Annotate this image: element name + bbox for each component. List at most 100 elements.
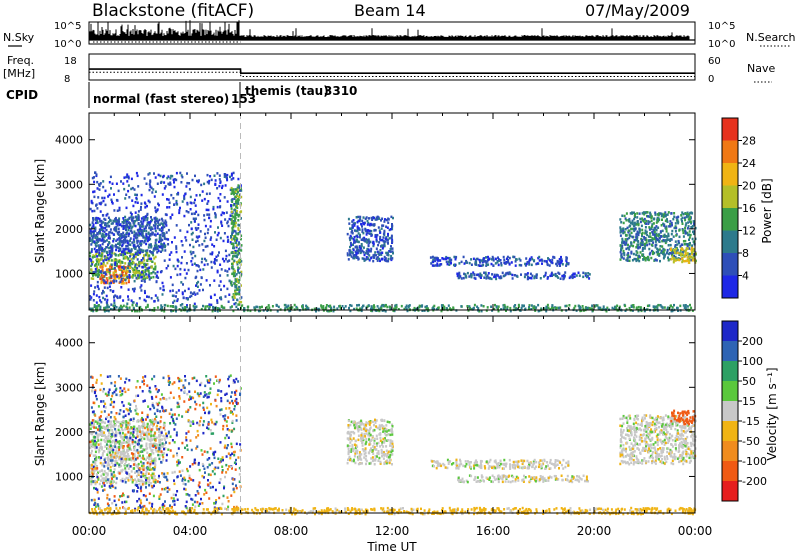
power-echo (225, 176, 228, 179)
power-echo (125, 225, 128, 229)
power-echo (643, 309, 646, 313)
velocity-echo (110, 471, 113, 474)
power-echo (642, 220, 645, 223)
power-echo (512, 255, 515, 259)
power-echo (676, 251, 679, 255)
power-echo (671, 255, 674, 258)
power-echo (221, 184, 224, 188)
power-echo (423, 309, 426, 312)
power-echo (228, 279, 231, 283)
power-echo (554, 272, 557, 276)
power-echo (104, 218, 107, 221)
velocity-echo (92, 444, 95, 447)
power-echo (208, 216, 211, 220)
power-echo (635, 259, 638, 263)
power-echo (365, 238, 368, 241)
power-echo (469, 274, 472, 277)
power-echo (147, 199, 150, 203)
power-echo (98, 254, 101, 257)
power-echo (129, 211, 132, 214)
velocity-echo (207, 473, 210, 476)
velocity-echo (132, 467, 135, 470)
power-echo (149, 221, 152, 224)
power-echo (497, 305, 500, 308)
velocity-echo (125, 476, 128, 480)
power-echo (480, 264, 483, 267)
power-echo (247, 305, 250, 308)
power-echo (571, 273, 574, 277)
velocity-echo (139, 435, 142, 438)
power-echo (131, 262, 134, 266)
power-echo (524, 264, 527, 267)
power-echo (186, 305, 188, 309)
velocity-echo (119, 479, 122, 482)
velocity-echo (94, 482, 97, 486)
power-echo (370, 216, 373, 220)
power-echo (400, 304, 403, 308)
power-echo (367, 244, 370, 248)
power-echo (186, 298, 189, 301)
power-echo (212, 308, 215, 311)
power-echo (231, 228, 234, 232)
power-echo (385, 236, 388, 239)
power-echo (109, 231, 112, 234)
power-echo (626, 237, 629, 241)
velocity-echo (146, 425, 149, 429)
power-echo (673, 215, 676, 218)
power-echo (226, 173, 229, 177)
power-echo (234, 188, 237, 191)
power-echo (96, 207, 99, 210)
power-echo (93, 304, 96, 307)
power-echo (153, 195, 156, 198)
power-echo (625, 242, 628, 245)
power-echo (169, 305, 172, 308)
power-echo (128, 232, 131, 235)
nsky-panel: N.Sky 10^5 10^0 10^5 10^0 N.Search (3, 20, 796, 50)
power-echo (528, 276, 531, 280)
power-echo (209, 219, 212, 223)
power-echo (210, 236, 213, 239)
power-echo (636, 258, 639, 262)
power-echo (635, 222, 638, 226)
power-echo (370, 309, 373, 312)
power-echo (211, 252, 214, 256)
power-echo (359, 215, 362, 219)
power-echo (453, 255, 456, 259)
power-echo (505, 272, 508, 275)
velocity-echo (118, 442, 121, 446)
power-echo (673, 249, 675, 252)
power-echo (636, 216, 639, 219)
velocity-echo (151, 461, 153, 464)
velocity-echo (94, 444, 97, 447)
power-echo (686, 305, 689, 308)
velocity-echo (162, 423, 165, 426)
power-echo (166, 304, 169, 308)
power-echo (209, 175, 212, 178)
power-echo (458, 262, 461, 265)
power-echo (496, 261, 499, 264)
power-echo (693, 223, 695, 227)
power-echo (531, 274, 534, 277)
power-echo (346, 252, 349, 255)
power-echo (666, 308, 669, 311)
power-echo (641, 212, 644, 215)
velocity-echo (129, 434, 131, 438)
power-echo (548, 264, 551, 267)
power-echo (200, 183, 203, 187)
power-echo (685, 243, 688, 246)
power-echo (114, 261, 117, 264)
power-echo (426, 307, 429, 310)
power-echo (683, 243, 686, 246)
power-echo (108, 271, 111, 274)
power-echo (132, 261, 135, 265)
power-echo (379, 249, 382, 252)
power-echo (101, 229, 104, 232)
velocity-echo (162, 434, 165, 438)
power-echo (101, 252, 104, 255)
velocity-echo (100, 419, 103, 422)
power-echo (153, 262, 156, 265)
power-echo (353, 307, 356, 311)
power-echo (93, 190, 96, 193)
velocity-echo (121, 429, 124, 432)
power-echo (355, 240, 358, 243)
